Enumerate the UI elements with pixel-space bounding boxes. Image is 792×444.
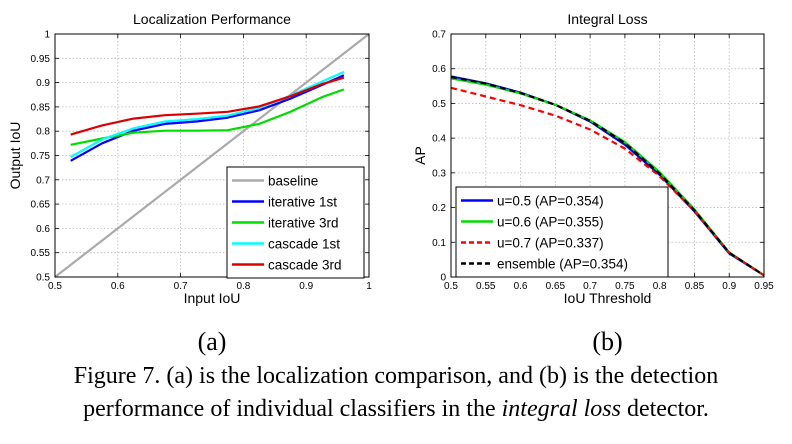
caption-line-1: Figure 7. (a) is the localization compar…: [73, 363, 719, 389]
axes-frame: [54, 33, 370, 278]
y-tick-label: 0.1: [432, 238, 446, 249]
x-tick-label: 0.95: [754, 281, 774, 292]
legend-label-3: iterative 3rd: [268, 216, 339, 231]
x-tick-label: 1: [366, 281, 372, 292]
caption-line-2-italic: integral loss: [501, 396, 621, 422]
y-tick-label: 0.4: [432, 134, 446, 145]
series-line-5: [70, 76, 345, 136]
legend-label-2: iterative 1st: [268, 195, 337, 210]
chart-localization-performance: 0.5 0.6 0.7 0.8 0.9 1 0.5 0.55 0.6 0.65 0.7 0.75 0.8…: [7, 11, 372, 356]
y-tick-label: 0.2: [432, 203, 446, 214]
chart-integral-loss: 0.5 0.55 0.6 0.65 0.7 0.75 0.8 0.85 0.9 0.95 0 0.1 0…: [412, 11, 774, 356]
series-line-2: [70, 74, 345, 162]
series-line-4: [450, 75, 765, 277]
x-tick-label: 0.55: [476, 281, 496, 292]
legend-label-1: baseline: [268, 174, 318, 189]
legend-label-4: cascade 1st: [268, 237, 340, 252]
y-tick-label: 0.65: [31, 200, 51, 211]
x-tick-label: 0.7: [174, 281, 188, 292]
x-tick-label: 0.5: [48, 281, 62, 292]
series-line-1: [54, 33, 370, 278]
y-tick-label: 0.9: [36, 78, 50, 89]
y-tick-label: 0.7: [36, 175, 50, 186]
subfigure-label: (a): [198, 327, 227, 356]
y-tick-label: 0.5: [432, 99, 446, 110]
y-tick-label: 0.55: [31, 248, 51, 259]
figure: 0.5 0.6 0.7 0.8 0.9 1 0.5 0.55 0.6 0.65 0.7 0.75 0.8…: [7, 11, 774, 356]
y-tick-label: 0: [440, 273, 446, 284]
y-axis-label: Output IoU: [7, 122, 23, 190]
y-tick-label: 0.85: [31, 102, 51, 113]
chart-title: Integral Loss: [567, 11, 647, 27]
y-tick-label: 0.5: [36, 273, 50, 284]
x-tick-label: 0.5: [444, 281, 458, 292]
series-line-4: [70, 70, 345, 158]
x-tick-label: 0.8: [236, 281, 250, 292]
y-tick-label: 0.6: [432, 64, 446, 75]
series-line-3: [70, 88, 345, 146]
x-tick-label: 0.8: [653, 281, 667, 292]
x-tick-label: 0.75: [615, 281, 635, 292]
caption-line-2-end: detector.: [620, 396, 709, 422]
x-axis-label: Input IoU: [184, 290, 241, 306]
y-tick-label: 1: [44, 30, 50, 41]
x-tick-label: 0.6: [514, 281, 528, 292]
x-tick-label: 0.6: [111, 281, 125, 292]
legend-box: [455, 186, 669, 278]
x-tick-label: 0.7: [583, 281, 597, 292]
figure-caption: Figure 7. (a) is the localization compar…: [0, 360, 792, 426]
x-tick-label: 0.9: [299, 281, 313, 292]
y-tick-label: 0.7: [432, 30, 446, 41]
legend-label-2: u=0.6 (AP=0.355): [497, 215, 604, 230]
y-tick-label: 0.3: [432, 168, 446, 179]
legend-label-5: cascade 3rd: [268, 258, 342, 273]
y-tick-label: 0.75: [31, 151, 51, 162]
caption-line-2-start: performance of individual classifiers in…: [83, 396, 502, 422]
x-tick-label: 0.65: [546, 281, 566, 292]
y-tick-label: 0.8: [36, 127, 50, 138]
y-tick-label: 0.95: [31, 54, 51, 65]
subfigure-label: (b): [592, 327, 622, 356]
caption-line-2: performance of individual classifiers in…: [0, 393, 792, 426]
x-tick-label: 0.85: [685, 281, 705, 292]
x-tick-label: 0.9: [722, 281, 736, 292]
legend-label-1: u=0.5 (AP=0.354): [497, 194, 604, 209]
y-tick-label: 0.6: [36, 224, 50, 235]
x-axis-label: IoU Threshold: [564, 290, 652, 306]
legend-label-4: ensemble (AP=0.354): [497, 257, 628, 272]
y-axis-label: AP: [412, 146, 428, 165]
chart-title: Localization Performance: [133, 11, 291, 27]
legend-label-3: u=0.7 (AP=0.337): [497, 236, 604, 251]
